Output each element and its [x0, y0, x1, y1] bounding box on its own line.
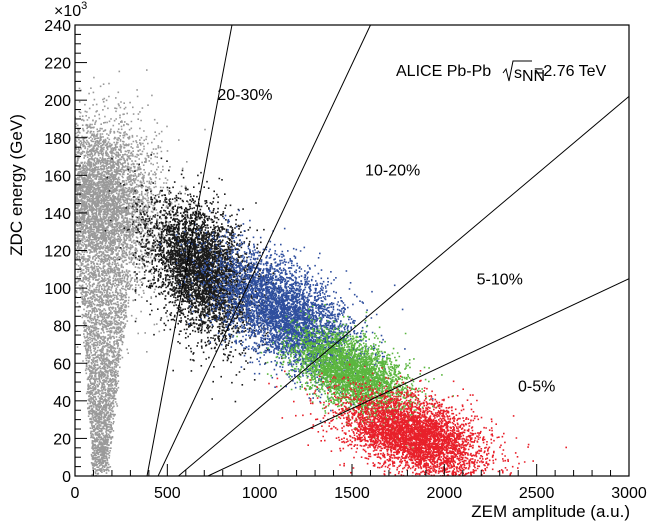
- y-tick-label: 200: [44, 93, 71, 110]
- scatter-points-3: [236, 304, 454, 449]
- y-tick-label: 40: [53, 394, 71, 411]
- y-tick-label: 120: [44, 244, 71, 261]
- x-axis-title: ZEM amplitude (a.u.): [471, 502, 630, 521]
- y-tick-label: 20: [53, 431, 71, 448]
- x-tick-label: 3000: [611, 485, 647, 502]
- y-tick-label: 220: [44, 56, 71, 73]
- svg-text:s: s: [514, 65, 522, 82]
- chart-title: ALICE Pb-Pb s NN =2.76 TeV: [396, 60, 607, 85]
- y-axis: 0 20 40 60 80 100 120 140 160 180 200 220 240: [44, 18, 87, 486]
- y-tick-label: 160: [44, 168, 71, 185]
- centrality-boundary-line: [178, 96, 629, 476]
- x-tick-label: 1500: [334, 485, 370, 502]
- centrality-boundary-line: [207, 278, 629, 476]
- scatter-points-2: [159, 209, 434, 423]
- centrality-boundary-line: [157, 25, 371, 476]
- scatter-series: [268, 363, 567, 476]
- svg-text:ALICE Pb-Pb: ALICE Pb-Pb: [396, 63, 491, 80]
- sqrt-symbol: [502, 60, 532, 82]
- y-tick-label: 100: [44, 281, 71, 298]
- scatter-series: [75, 69, 206, 476]
- x-tick-label: 2000: [427, 485, 463, 502]
- x-tick-label: 500: [154, 485, 181, 502]
- scatter-series: [104, 154, 289, 403]
- centrality-region-label: 10-20%: [365, 162, 420, 179]
- svg-text:NN: NN: [522, 68, 545, 85]
- y-tick-label: 140: [44, 206, 71, 223]
- x-tick-label: 2500: [519, 485, 555, 502]
- x-axis: 0 500 1000 1500 2000 2500 3000: [71, 464, 647, 502]
- scatter-series: [159, 209, 434, 423]
- scatter-points-4: [268, 363, 567, 476]
- y-tick-label: 80: [53, 319, 71, 336]
- y-tick-label: 60: [53, 356, 71, 373]
- centrality-region-label: 5-10%: [477, 271, 523, 288]
- y-axis-title: ZDC energy (GeV): [7, 114, 26, 256]
- y-tick-label: 180: [44, 131, 71, 148]
- y-tick-label: 0: [62, 469, 71, 486]
- scatter-points-1: [104, 154, 289, 403]
- x-tick-label: 0: [71, 485, 80, 502]
- region-labels: 20-30% 10-20% 5-10% 0-5%: [217, 87, 555, 395]
- scatter-points: [75, 69, 567, 476]
- y-multiplier: ×103: [54, 0, 87, 20]
- centrality-region-label: 0-5%: [518, 378, 555, 395]
- centrality-boundary-line: [146, 25, 233, 476]
- y-tick-label: 240: [44, 18, 71, 35]
- centrality-region-label: 20-30%: [217, 87, 272, 104]
- scatter-points-0: [75, 69, 206, 476]
- centrality-lines: [146, 25, 629, 476]
- svg-text:=2.76 TeV: =2.76 TeV: [534, 63, 607, 80]
- x-tick-label: 1000: [242, 485, 278, 502]
- scatter-series: [236, 304, 454, 449]
